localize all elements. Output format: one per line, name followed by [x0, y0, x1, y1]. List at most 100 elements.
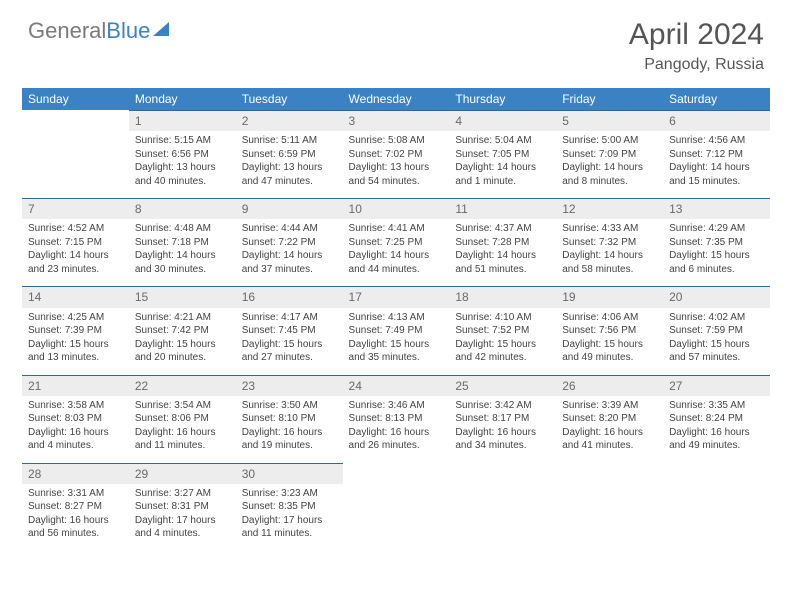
calendar-cell: 15Sunrise: 4:21 AMSunset: 7:42 PMDayligh…: [129, 286, 236, 374]
calendar-cell: .: [556, 463, 663, 551]
sunset-text: Sunset: 6:59 PM: [242, 148, 337, 162]
cell-body: Sunrise: 3:50 AMSunset: 8:10 PMDaylight:…: [236, 396, 343, 463]
sunrise-text: Sunrise: 3:27 AM: [135, 487, 230, 501]
daylight-line1: Daylight: 13 hours: [242, 161, 337, 175]
sunrise-text: Sunrise: 4:33 AM: [562, 222, 657, 236]
sunrise-text: Sunrise: 3:42 AM: [455, 399, 550, 413]
sunrise-text: Sunrise: 4:17 AM: [242, 311, 337, 325]
sunrise-text: Sunrise: 3:35 AM: [669, 399, 764, 413]
sunrise-text: Sunrise: 4:37 AM: [455, 222, 550, 236]
sunset-text: Sunset: 8:27 PM: [28, 500, 123, 514]
cell-body: Sunrise: 3:23 AMSunset: 8:35 PMDaylight:…: [236, 484, 343, 551]
calendar-cell: 17Sunrise: 4:13 AMSunset: 7:49 PMDayligh…: [343, 286, 450, 374]
cell-body: Sunrise: 5:11 AMSunset: 6:59 PMDaylight:…: [236, 131, 343, 198]
calendar-row: 7Sunrise: 4:52 AMSunset: 7:15 PMDaylight…: [22, 198, 770, 286]
sunset-text: Sunset: 7:15 PM: [28, 236, 123, 250]
sunrise-text: Sunrise: 4:10 AM: [455, 311, 550, 325]
cell-body: Sunrise: 4:37 AMSunset: 7:28 PMDaylight:…: [449, 219, 556, 286]
daylight-line1: Daylight: 16 hours: [562, 426, 657, 440]
calendar-cell: 1Sunrise: 5:15 AMSunset: 6:56 PMDaylight…: [129, 110, 236, 198]
calendar-cell: 29Sunrise: 3:27 AMSunset: 8:31 PMDayligh…: [129, 463, 236, 551]
cell-body: Sunrise: 4:17 AMSunset: 7:45 PMDaylight:…: [236, 308, 343, 375]
sunset-text: Sunset: 7:39 PM: [28, 324, 123, 338]
daylight-line2: and 30 minutes.: [135, 263, 230, 277]
daylight-line1: Daylight: 14 hours: [455, 249, 550, 263]
cell-body: Sunrise: 3:31 AMSunset: 8:27 PMDaylight:…: [22, 484, 129, 551]
calendar-cell: 8Sunrise: 4:48 AMSunset: 7:18 PMDaylight…: [129, 198, 236, 286]
calendar-cell: 11Sunrise: 4:37 AMSunset: 7:28 PMDayligh…: [449, 198, 556, 286]
day-number: 14: [22, 286, 129, 307]
cell-body: Sunrise: 4:44 AMSunset: 7:22 PMDaylight:…: [236, 219, 343, 286]
sunset-text: Sunset: 8:10 PM: [242, 412, 337, 426]
calendar-cell: 4Sunrise: 5:04 AMSunset: 7:05 PMDaylight…: [449, 110, 556, 198]
cell-body: Sunrise: 4:10 AMSunset: 7:52 PMDaylight:…: [449, 308, 556, 375]
daylight-line2: and 26 minutes.: [349, 439, 444, 453]
calendar-cell: 26 Sunrise: 3:39 AMSunset: 8:20 PMDayligh…: [556, 375, 663, 463]
location-label: Pangody, Russia: [629, 56, 764, 74]
daylight-line1: Daylight: 15 hours: [349, 338, 444, 352]
cell-body: Sunrise: 5:00 AMSunset: 7:09 PMDaylight:…: [556, 131, 663, 198]
sunset-text: Sunset: 7:45 PM: [242, 324, 337, 338]
calendar-cell: 19Sunrise: 4:06 AMSunset: 7:56 PMDayligh…: [556, 286, 663, 374]
logo: GeneralBlue: [28, 18, 169, 44]
daylight-line1: Daylight: 15 hours: [135, 338, 230, 352]
day-number: 19: [556, 286, 663, 307]
sunset-text: Sunset: 8:06 PM: [135, 412, 230, 426]
daylight-line2: and 51 minutes.: [455, 263, 550, 277]
daylight-line2: and 20 minutes.: [135, 351, 230, 365]
calendar-cell: 20Sunrise: 4:02 AMSunset: 7:59 PMDayligh…: [663, 286, 770, 374]
cell-body: Sunrise: 4:06 AMSunset: 7:56 PMDaylight:…: [556, 308, 663, 375]
sunrise-text: Sunrise: 5:15 AM: [135, 134, 230, 148]
day-number: 8: [129, 198, 236, 219]
calendar-cell: 3Sunrise: 5:08 AMSunset: 7:02 PMDaylight…: [343, 110, 450, 198]
title-block: April 2024 Pangody, Russia: [629, 18, 764, 74]
sunrise-text: Sunrise: 5:11 AM: [242, 134, 337, 148]
sunrise-text: Sunrise: 5:00 AM: [562, 134, 657, 148]
sunset-text: Sunset: 8:20 PM: [562, 412, 657, 426]
sunset-text: Sunset: 7:25 PM: [349, 236, 444, 250]
cell-body: Sunrise: 4:21 AMSunset: 7:42 PMDaylight:…: [129, 308, 236, 375]
logo-text: GeneralBlue: [28, 18, 150, 44]
cell-body: Sunrise: 3:35 AMSunset: 8:24 PMDaylight:…: [663, 396, 770, 463]
day-header: Thursday: [449, 88, 556, 110]
daylight-line2: and 37 minutes.: [242, 263, 337, 277]
day-number: 24: [343, 375, 450, 396]
calendar-row: 14 Sunrise: 4:25 AMSunset: 7:39 PM Dayligh…: [22, 286, 770, 374]
daylight-line2: and 41 minutes.: [562, 439, 657, 453]
sunset-text: Sunset: 8:13 PM: [349, 412, 444, 426]
daylight-line1: Daylight: 13 hours: [349, 161, 444, 175]
day-number: 26: [556, 375, 663, 396]
calendar-cell: 16Sunrise: 4:17 AMSunset: 7:45 PMDayligh…: [236, 286, 343, 374]
day-number: 6: [663, 110, 770, 131]
daylight-line2: and 11 minutes.: [135, 439, 230, 453]
day-number: 27: [663, 375, 770, 396]
sunset-text: Sunset: 8:24 PM: [669, 412, 764, 426]
daylight-line2: and 34 minutes.: [455, 439, 550, 453]
cell-body: Sunrise: 3:54 AMSunset: 8:06 PMDaylight:…: [129, 396, 236, 463]
sunrise-text: Sunrise: 3:39 AM: [562, 399, 657, 413]
day-number: 29: [129, 463, 236, 484]
daylight-line1: Daylight: 16 hours: [28, 426, 123, 440]
cell-body: Sunrise: 4:33 AMSunset: 7:32 PMDaylight:…: [556, 219, 663, 286]
cell-body: Sunrise: 3:58 AMSunset: 8:03 PMDaylight:…: [22, 396, 129, 463]
calendar-body: . 1Sunrise: 5:15 AMSunset: 6:56 PMDayligh…: [22, 110, 770, 551]
daylight-line1: Daylight: 16 hours: [669, 426, 764, 440]
daylight-line2: and 44 minutes.: [349, 263, 444, 277]
day-header: Tuesday: [236, 88, 343, 110]
month-title: April 2024: [629, 18, 764, 52]
day-number: 7: [22, 198, 129, 219]
calendar-row: .1Sunrise: 5:15 AMSunset: 6:56 PMDayligh…: [22, 110, 770, 198]
daylight-line1: Daylight: 16 hours: [135, 426, 230, 440]
sunrise-text: Sunrise: 4:02 AM: [669, 311, 764, 325]
sunset-text: Sunset: 6:56 PM: [135, 148, 230, 162]
daylight-line1: Daylight: 14 hours: [242, 249, 337, 263]
daylight-line2: and 49 minutes.: [669, 439, 764, 453]
sunrise-text: Sunrise: 4:29 AM: [669, 222, 764, 236]
sunrise-text: Sunrise: 4:25 AM: [28, 311, 123, 325]
daylight-line1: Daylight: 14 hours: [562, 249, 657, 263]
day-number: 13: [663, 198, 770, 219]
calendar-cell: 27Sunrise: 3:35 AMSunset: 8:24 PMDayligh…: [663, 375, 770, 463]
daylight-line1: Daylight: 16 hours: [28, 514, 123, 528]
calendar-cell: 30Sunrise: 3:23 AMSunset: 8:35 PMDayligh…: [236, 463, 343, 551]
daylight-line2: and 13 minutes.: [28, 351, 123, 365]
